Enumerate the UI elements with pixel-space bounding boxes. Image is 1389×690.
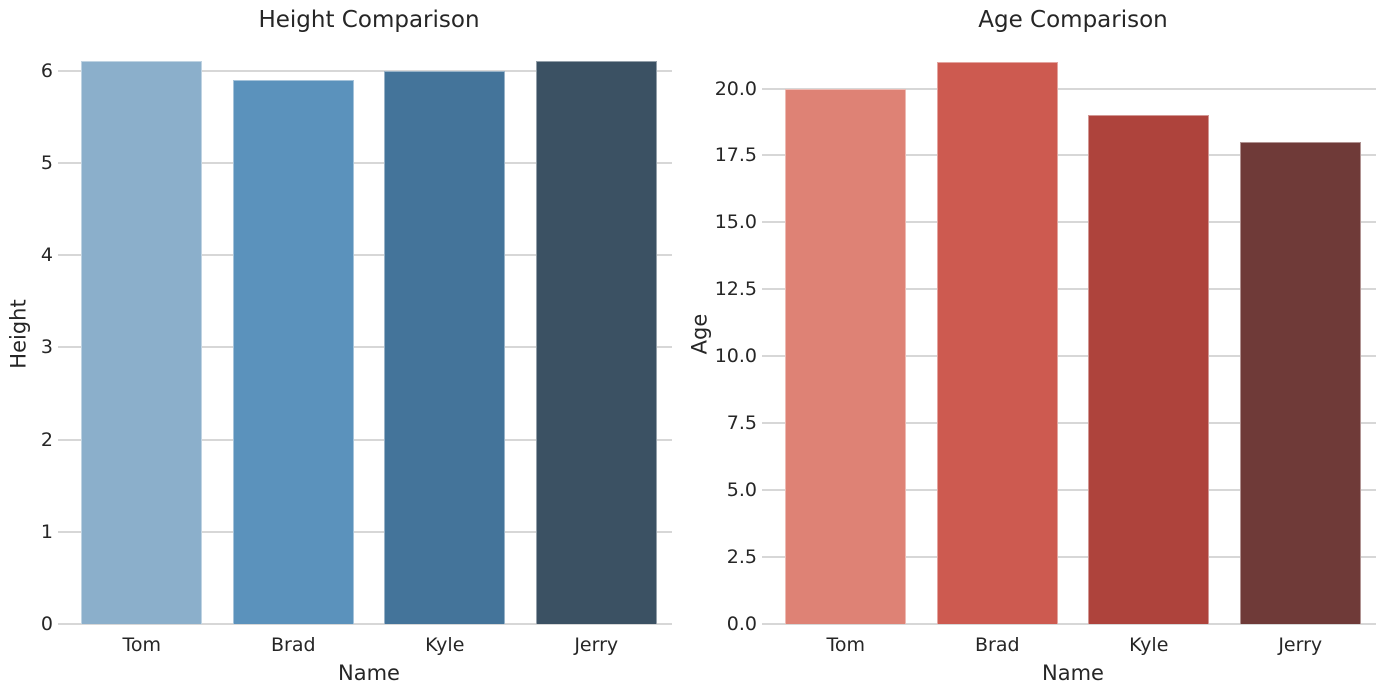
height-comparison-chart: Height Comparison Height Name 0 1 2 3 4 5 6 Tom…: [7, 7, 672, 685]
y-tick-mark: [58, 438, 66, 441]
bar-kyle-age: [1088, 115, 1210, 624]
x-axis-label: Name: [338, 661, 400, 685]
y-axis-label-box: Age: [682, 43, 716, 624]
x-tick-label-jerry: Jerry: [1278, 634, 1323, 656]
y-tick-label: 12.5: [714, 278, 757, 301]
y-tick-label: 2.5: [726, 546, 757, 569]
bar-brad-age: [936, 61, 1058, 624]
x-tick-label-kyle: Kyle: [425, 634, 465, 656]
gridline-y-17.5: [770, 154, 1376, 157]
chart-title: Age Comparison: [978, 7, 1168, 33]
plot-area: [66, 43, 672, 625]
y-tick-label: 3: [40, 336, 53, 359]
y-tick-mark: [762, 288, 770, 291]
bar-brad-height: [232, 79, 354, 624]
x-tick-label-jerry: Jerry: [574, 634, 619, 656]
y-tick-label: 5: [40, 151, 53, 174]
gridline-y-10.0: [770, 355, 1376, 358]
gridline-y-2: [66, 438, 672, 441]
y-tick-label: 0.0: [726, 613, 757, 635]
y-tick-mark: [762, 489, 770, 492]
y-tick-mark: [58, 161, 66, 164]
y-tick-mark: [762, 221, 770, 224]
y-tick-mark: [58, 69, 66, 72]
gridline-y-7.5: [770, 422, 1376, 425]
gridline-y-2.5: [770, 556, 1376, 559]
x-axis-label: Name: [1042, 661, 1104, 685]
gridline-y-12.5: [770, 288, 1376, 291]
y-tick-mark: [58, 623, 66, 625]
gridline-y-6: [66, 69, 672, 72]
y-tick-label: 6: [40, 59, 53, 82]
y-tick-label: 4: [40, 244, 53, 267]
gridline-y-5: [66, 161, 672, 164]
gridline-y-3: [66, 346, 672, 349]
bar-kyle-height: [384, 70, 506, 624]
y-tick-label: 17.5: [714, 144, 757, 167]
gridline-y-4: [66, 254, 672, 257]
gridline-y-0.0: [770, 623, 1376, 625]
gridline-y-1: [66, 530, 672, 533]
y-tick-label: 10.0: [714, 345, 757, 368]
y-tick-mark: [762, 355, 770, 358]
y-tick-mark: [762, 154, 770, 157]
y-tick-label: 0: [40, 613, 53, 635]
y-tick-mark: [762, 623, 770, 625]
x-tick-label-tom: Tom: [122, 634, 161, 656]
x-tick-label-kyle: Kyle: [1129, 634, 1169, 656]
gridline-y-15.0: [770, 221, 1376, 224]
y-tick-label: 20.0: [714, 77, 757, 100]
y-tick-mark: [762, 87, 770, 90]
plot-area: [770, 43, 1376, 625]
x-tick-label-brad: Brad: [974, 634, 1020, 656]
y-tick-label: 2: [40, 428, 53, 451]
y-tick-label: 7.5: [726, 412, 757, 435]
gridline-y-20.0: [770, 87, 1376, 90]
bar-jerry-age: [1239, 142, 1361, 624]
y-tick-mark: [58, 346, 66, 349]
y-tick-mark: [762, 422, 770, 425]
chart-title: Height Comparison: [258, 7, 480, 33]
y-tick-mark: [58, 530, 66, 533]
y-tick-mark: [762, 556, 770, 559]
x-tick-label-tom: Tom: [826, 634, 865, 656]
y-tick-label: 15.0: [714, 211, 757, 234]
age-comparison-chart: Age Comparison Age Name 0.0 2.5 5.0 7.5 10.0…: [680, 0, 1389, 690]
y-tick-mark: [58, 254, 66, 257]
bar-tom-age: [785, 88, 907, 624]
gridline-y-0: [66, 623, 672, 625]
gridline-y-5.0: [770, 489, 1376, 492]
bar-tom-height: [81, 61, 203, 624]
x-tick-label-brad: Brad: [270, 634, 316, 656]
y-tick-label: 1: [40, 520, 53, 543]
y-tick-label: 5.0: [726, 479, 757, 502]
bar-jerry-height: [535, 61, 657, 624]
